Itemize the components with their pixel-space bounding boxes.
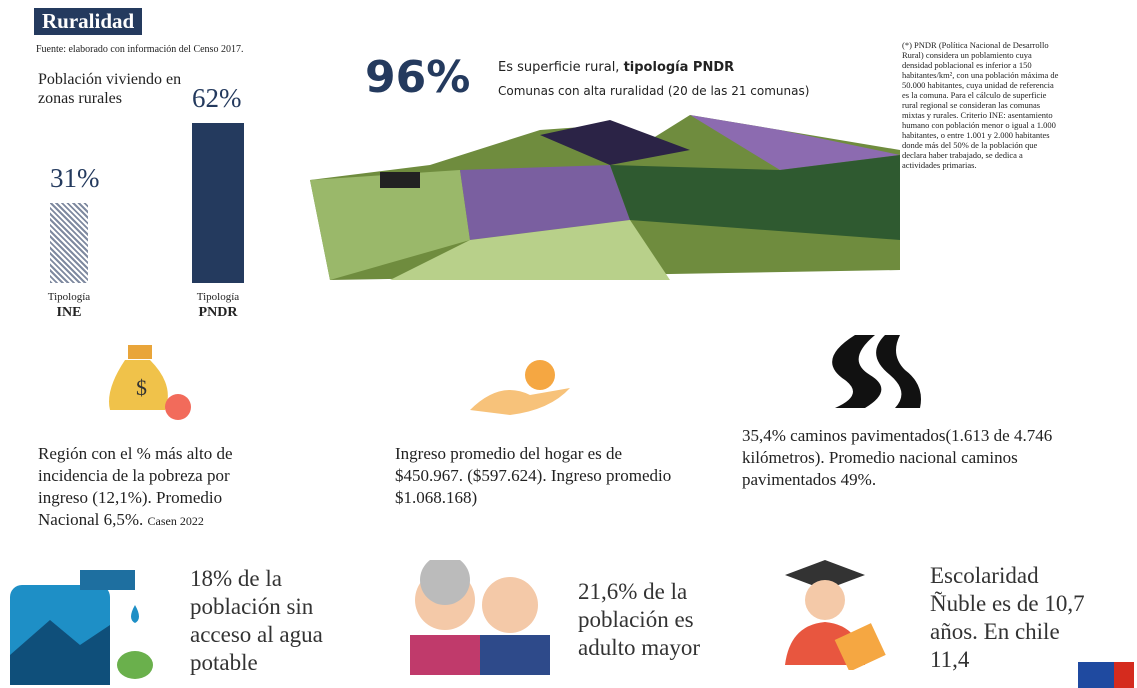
bottom-stat: 18% de la población sin acceso al agua p…	[190, 565, 370, 677]
elderly-icon	[400, 560, 560, 675]
bar	[50, 203, 88, 283]
stat-text: 35,4% caminos pavimentados(1.613 de 4.74…	[742, 426, 1052, 489]
stat-source: Casen 2022	[148, 514, 204, 528]
logo	[1078, 662, 1134, 688]
value-label: 31%	[50, 163, 100, 194]
category-name: INE	[57, 305, 82, 320]
text-bold: tipología PNDR	[624, 60, 735, 75]
text: Es superficie rural,	[498, 60, 624, 75]
source: Fuente: elaborado con información del Ce…	[36, 44, 243, 55]
title: Ruralidad	[34, 8, 142, 35]
bottom-stat: 21,6% de la población es adulto mayor	[578, 578, 748, 662]
stat-text: Ingreso promedio del hogar es de $450.96…	[395, 444, 671, 507]
svg-text:$: $	[136, 375, 147, 400]
surface-text: Es superficie rural, tipología PNDR	[498, 60, 734, 75]
stat: Región con el % más alto de incidencia d…	[38, 443, 278, 532]
category-name: PNDR	[199, 305, 238, 320]
stat: Ingreso promedio del hogar es de $450.96…	[395, 443, 685, 509]
landscape	[310, 110, 900, 285]
water-icon	[10, 565, 155, 688]
stat: 35,4% caminos pavimentados(1.613 de 4.74…	[742, 425, 1102, 491]
value-label: 62%	[192, 83, 242, 114]
bottom-stat: Escolaridad Ñuble es de 10,7 años. En ch…	[930, 562, 1100, 674]
logo-red	[1114, 662, 1134, 688]
bar	[192, 123, 244, 283]
road-icon	[815, 330, 925, 410]
category-kind: Tipología	[34, 289, 104, 305]
category-kind: Tipología	[183, 289, 253, 305]
money-icon: $	[100, 335, 200, 425]
page: Ruralidad Fuente: elaborado con informac…	[0, 0, 1137, 688]
note: (*) PNDR (Política Nacional de Desarroll…	[902, 40, 1062, 170]
hand-coin-icon	[470, 350, 580, 420]
big-percent: 96%	[365, 52, 470, 103]
surface-subtext: Comunas con alta ruralidad (20 de las 21…	[498, 84, 809, 98]
graduate-icon	[780, 550, 890, 670]
chart-label: Población viviendo en zonas rurales	[38, 70, 188, 108]
